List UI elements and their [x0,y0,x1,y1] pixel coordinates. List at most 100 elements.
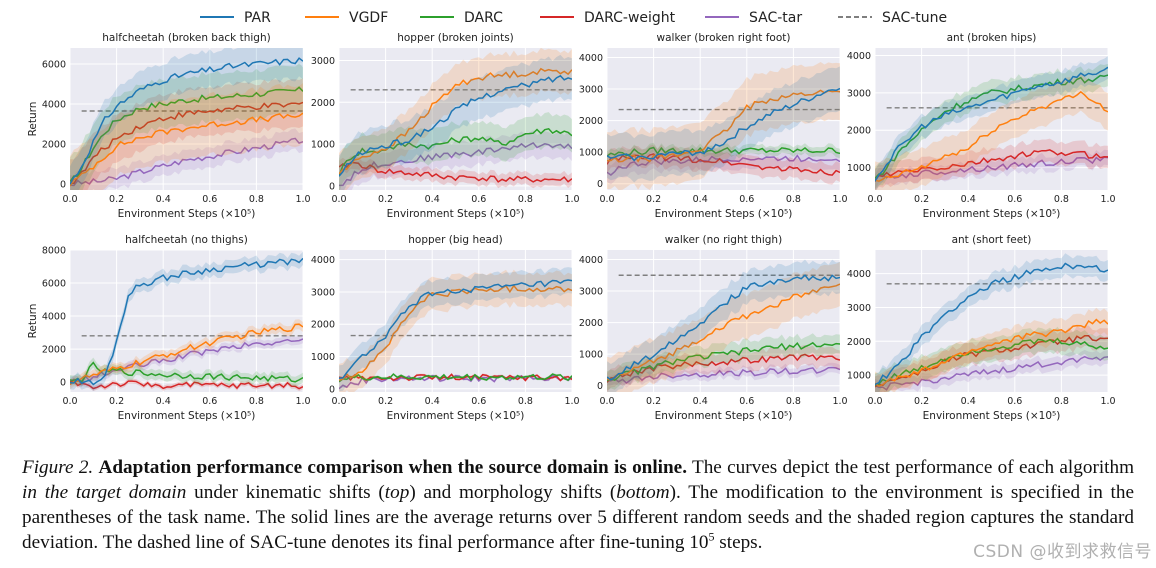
y-tick-label: 1000 [579,350,603,361]
series-darc-weight-band [70,78,303,190]
series-sac-tar-line [70,137,303,187]
series-par-line [339,279,572,380]
x-tick-label: 0.8 [786,396,801,407]
series-darc-line [339,373,572,383]
x-tick-label: 1.0 [1100,194,1115,205]
legend-label: DARC [464,10,503,26]
x-tick-label: 0.0 [867,396,882,407]
x-tick-label: 0.8 [786,194,801,205]
x-axis-label: Environment Steps (×10⁵) [923,410,1061,422]
x-tick-label: 0.8 [1054,396,1069,407]
y-tick-label: 6000 [42,60,66,71]
series-darc-weight-line [875,149,1108,181]
series-par-band [875,56,1108,190]
series-sac-tar-band [70,334,303,388]
chart-panel-2: 0.0 0.2 0.4 0.6 0.8 1.0 0 1000 2000 3000 hopper (b… [311,32,580,220]
series-darc-line [607,341,840,382]
caption-italic-2: top [384,482,410,503]
plot-background [70,250,303,392]
x-tick-label: 0.8 [249,194,264,205]
y-tick-label: 0 [329,181,335,192]
series-darc-line [70,361,303,383]
x-tick-label: 0.4 [693,194,708,205]
caption-text-1: The curves depict the test performance o… [691,457,1135,478]
y-tick-label: 3000 [311,56,335,67]
series-par-line [70,57,303,185]
plot-area [875,56,1108,190]
x-tick-label: 0.6 [471,396,486,407]
series-par-band [70,251,303,392]
series-sac-tar-line [875,355,1108,391]
chart-title: halfcheetah (broken back thigh) [102,32,270,44]
y-tick-label: 6000 [42,279,66,290]
series-sac-tar-band [339,130,572,190]
y-tick-label: 3000 [579,287,603,298]
series-vgdf-band [339,269,572,392]
x-tick-label: 0.2 [378,396,393,407]
caption-italic-3: bottom [616,482,670,503]
series-par-band [607,259,840,392]
y-axis-label: Return [27,102,39,137]
series-sac-tar-band [875,349,1108,392]
x-tick-label: 0.0 [599,194,614,205]
x-tick-label: 0.4 [693,396,708,407]
series-par-line [607,274,840,381]
series-darc-weight-line [339,161,572,183]
series-par-line [339,74,572,177]
series-vgdf-line [607,283,840,381]
y-tick-label: 2000 [579,116,603,127]
y-tick-label: 1000 [847,163,871,174]
series-darc-band [875,326,1108,392]
y-tick-label: 2000 [311,320,335,331]
chart-panel-1: 0.0 0.2 0.4 0.6 0.8 1.0 0 2000 4000 6000 halfcheet… [27,32,311,220]
y-tick-label: 0 [60,378,66,389]
series-darc-weight-band [339,373,572,382]
series-darc-weight-line [70,380,303,390]
y-tick-label: 1000 [311,352,335,363]
x-tick-label: 0.8 [249,396,264,407]
x-tick-label: 1.0 [564,396,579,407]
series-par-line [875,66,1108,182]
y-tick-label: 2000 [579,318,603,329]
legend-label: SAC-tar [749,10,802,26]
legend-entry-sac-tune: SAC-tune [838,10,947,26]
x-tick-label: 1.0 [1100,396,1115,407]
x-tick-label: 0.6 [739,396,754,407]
chart-panel-6: 0.0 0.2 0.4 0.6 0.8 1.0 0 1000 2000 3000 4000 hoppe… [311,234,580,422]
plot-background [607,48,840,190]
plot-area [607,62,840,190]
x-tick-label: 1.0 [564,194,579,205]
series-darc-line [70,86,303,182]
x-tick-label: 0.8 [518,396,533,407]
plot-area [70,251,303,392]
x-tick-label: 0.0 [331,194,346,205]
x-axis-label: Environment Steps (×10⁵) [387,208,525,220]
legend-entry-vgdf: VGDF [305,10,388,26]
series-vgdf-line [70,323,303,386]
y-tick-label: 0 [597,179,603,190]
x-axis-label: Environment Steps (×10⁵) [655,410,793,422]
series-darc-weight-band [607,344,840,392]
series-par-band [607,66,840,183]
y-tick-label: 3000 [311,287,335,298]
series-par-band [339,267,572,392]
series-vgdf-line [339,284,572,381]
series-vgdf-band [70,83,303,190]
series-sac-tar-line [875,156,1108,183]
chart-panel-5: 0.0 0.2 0.4 0.6 0.8 1.0 0 2000 4000 6000 8000 halfc… [27,234,311,422]
y-tick-label: 1000 [579,148,603,159]
series-vgdf-band [875,307,1108,392]
x-tick-label: 0.4 [961,194,976,205]
series-vgdf-line [70,112,303,187]
x-axis-label: Environment Steps (×10⁵) [118,208,256,220]
plot-area [607,259,840,392]
series-darc-weight-line [607,353,840,383]
series-vgdf-band [607,261,840,392]
caption-superscript: 5 [708,529,715,544]
y-tick-label: 4000 [847,269,871,280]
legend-label: PAR [244,10,271,26]
x-tick-label: 1.0 [832,396,847,407]
y-tick-label: 4000 [579,255,603,266]
figure-caption: Figure 2. Adaptation performance compari… [22,455,1134,555]
chart-title: ant (short feet) [952,234,1032,246]
